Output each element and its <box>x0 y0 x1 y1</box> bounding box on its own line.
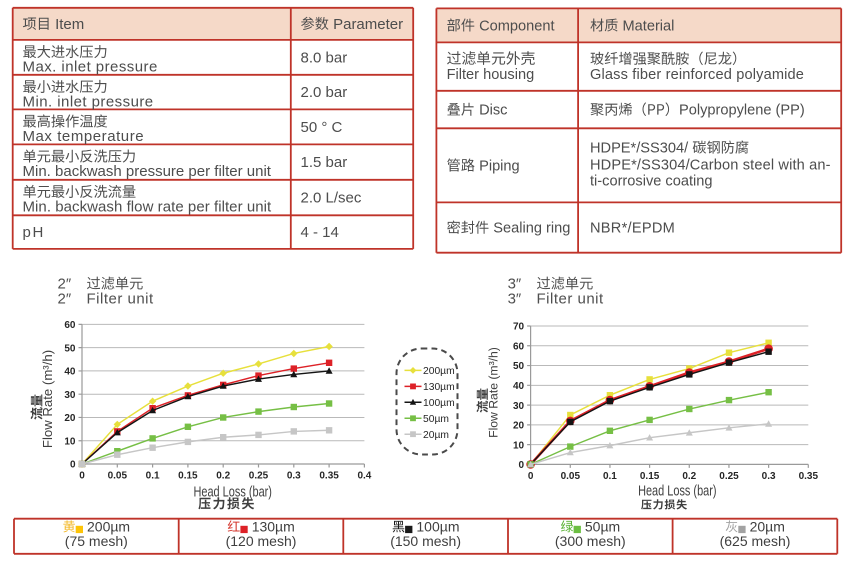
svg-text:(150 mesh): (150 mesh) <box>390 533 461 549</box>
svg-text:Filter unit: Filter unit <box>87 291 155 308</box>
svg-text:60: 60 <box>64 320 76 331</box>
svg-text:Flow Rate (m³/h): Flow Rate (m³/h) <box>487 347 501 438</box>
svg-text:0: 0 <box>528 471 534 482</box>
svg-text:130µm: 130µm <box>423 382 455 393</box>
svg-text:0.3: 0.3 <box>762 471 776 482</box>
svg-text:Parameter: Parameter <box>333 16 403 33</box>
svg-text:Min. backwash flow rate per fi: Min. backwash flow rate per filter unit <box>23 199 272 216</box>
svg-text:0.15: 0.15 <box>640 471 660 482</box>
svg-text:130µm: 130µm <box>252 518 295 534</box>
svg-text:4 - 14: 4 - 14 <box>301 224 339 241</box>
svg-text:200µm: 200µm <box>423 366 455 377</box>
svg-text:3″: 3″ <box>508 291 522 308</box>
svg-text:0.35: 0.35 <box>319 470 339 481</box>
svg-text:Min. backwash pressure per fil: Min. backwash pressure per filter unit <box>23 163 272 180</box>
svg-text:100µm: 100µm <box>423 398 455 409</box>
svg-text:Head Loss (bar): Head Loss (bar) <box>193 483 271 500</box>
svg-text:Max temperature: Max temperature <box>23 128 145 145</box>
svg-text:20µm: 20µm <box>423 430 449 441</box>
svg-text:50µm: 50µm <box>423 414 449 425</box>
svg-text:2″: 2″ <box>58 291 72 308</box>
svg-text:200µm: 200µm <box>87 518 130 534</box>
svg-text:50µm: 50µm <box>585 518 620 534</box>
svg-text:0.2: 0.2 <box>216 470 230 481</box>
svg-text:Filter housing: Filter housing <box>447 67 535 83</box>
svg-text:0: 0 <box>79 470 85 481</box>
svg-text:50: 50 <box>64 343 76 354</box>
svg-text:8.0 bar: 8.0 bar <box>301 49 348 66</box>
svg-text:2.0 L/sec: 2.0 L/sec <box>301 190 362 207</box>
svg-text:0.15: 0.15 <box>178 470 198 481</box>
svg-text:20: 20 <box>513 421 525 432</box>
svg-text:50: 50 <box>513 361 525 372</box>
svg-text:Polypropylene (PP): Polypropylene (PP) <box>679 103 805 119</box>
svg-text:Filter unit: Filter unit <box>537 291 605 308</box>
svg-text:0.25: 0.25 <box>719 471 739 482</box>
svg-text:0.2: 0.2 <box>682 471 696 482</box>
svg-text:2.0 bar: 2.0 bar <box>301 84 348 101</box>
svg-text:30: 30 <box>64 390 76 401</box>
svg-text:20: 20 <box>64 413 76 424</box>
svg-text:10: 10 <box>64 436 76 447</box>
svg-text:2″: 2″ <box>58 276 72 293</box>
svg-text:20µm: 20µm <box>750 518 785 534</box>
svg-text:ti-corrosive coating: ti-corrosive coating <box>590 173 712 189</box>
svg-text:Glass fiber reinforced polyami: Glass fiber reinforced polyamide <box>590 67 804 83</box>
svg-text:(300 mesh): (300 mesh) <box>555 533 626 549</box>
svg-text:Max. inlet pressure: Max. inlet pressure <box>23 59 158 76</box>
svg-text:Material: Material <box>623 18 675 34</box>
svg-text:pH: pH <box>23 224 46 241</box>
svg-text:Item: Item <box>55 16 84 33</box>
svg-text:HDPE*/SS304/Carbon steel with: HDPE*/SS304/Carbon steel with an- <box>590 157 831 173</box>
svg-text:Min. inlet pressure: Min. inlet pressure <box>23 94 154 111</box>
svg-text:70: 70 <box>513 322 525 333</box>
svg-text:Piping: Piping <box>479 158 520 174</box>
svg-text:Head Loss (bar): Head Loss (bar) <box>638 482 716 499</box>
svg-text:0.1: 0.1 <box>146 470 160 481</box>
svg-text:Sealing ring: Sealing ring <box>493 221 570 237</box>
svg-text:100µm: 100µm <box>416 518 459 534</box>
svg-text:0: 0 <box>519 460 525 471</box>
svg-text:(625 mesh): (625 mesh) <box>720 533 791 549</box>
svg-text:0.05: 0.05 <box>108 470 128 481</box>
svg-text:0.05: 0.05 <box>561 471 581 482</box>
svg-text:Flow Rate (m³/h): Flow Rate (m³/h) <box>40 350 55 448</box>
svg-text:40: 40 <box>64 367 76 378</box>
svg-text:0.25: 0.25 <box>249 470 269 481</box>
svg-text:10: 10 <box>513 440 525 451</box>
svg-text:HDPE*/SS304/: HDPE*/SS304/ <box>590 141 689 157</box>
svg-text:Disc: Disc <box>479 103 507 119</box>
svg-text:Component: Component <box>479 18 554 34</box>
svg-text:0.4: 0.4 <box>357 470 371 481</box>
svg-text:0: 0 <box>70 460 76 471</box>
svg-text:0.1: 0.1 <box>603 471 617 482</box>
svg-text:NBR*/EPDM: NBR*/EPDM <box>590 221 675 237</box>
svg-text:30: 30 <box>513 401 525 412</box>
svg-text:0.35: 0.35 <box>799 471 819 482</box>
svg-text:40: 40 <box>513 381 525 392</box>
svg-text:60: 60 <box>513 342 525 353</box>
svg-text:50 ° C: 50 ° C <box>301 119 343 136</box>
svg-text:3″: 3″ <box>508 276 522 293</box>
svg-text:(120 mesh): (120 mesh) <box>226 533 297 549</box>
svg-text:0.3: 0.3 <box>287 470 301 481</box>
svg-text:1.5 bar: 1.5 bar <box>301 154 348 171</box>
svg-text:(75 mesh): (75 mesh) <box>65 533 128 549</box>
